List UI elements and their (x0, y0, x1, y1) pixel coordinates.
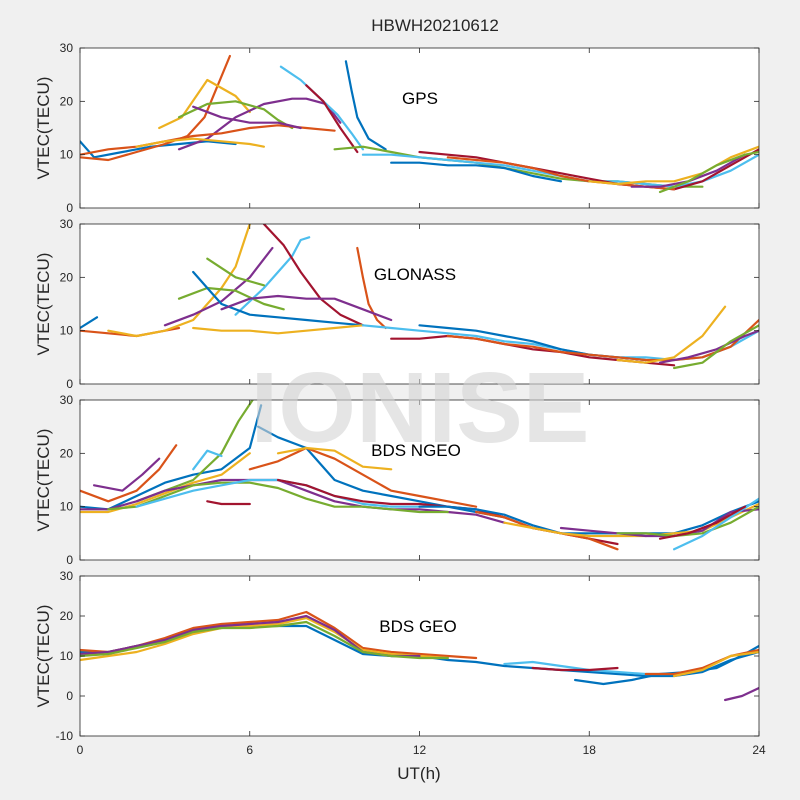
series-line (192, 449, 223, 471)
x-axis-label: UT(h) (397, 764, 440, 783)
panel-label: GLONASS (374, 265, 456, 284)
series-line (588, 145, 759, 186)
series-line (177, 286, 285, 311)
y-tick-label: 20 (60, 94, 74, 108)
series-line (262, 224, 364, 327)
y-tick-label: 20 (60, 446, 74, 460)
series-line (616, 505, 759, 538)
series-line (163, 246, 274, 327)
series-line (724, 686, 759, 702)
series-group (80, 224, 759, 370)
watermark: IONISE (251, 352, 590, 464)
series-line (192, 324, 364, 335)
series-line (234, 236, 311, 316)
y-tick-label: 0 (66, 689, 73, 703)
y-tick-label: -10 (56, 729, 74, 743)
series-line (93, 457, 161, 492)
panel-label: GPS (402, 89, 438, 108)
y-axis-label: VTEC(TECU) (34, 429, 53, 532)
series-line (305, 84, 359, 154)
series-group (80, 610, 759, 702)
series-line (559, 508, 759, 538)
series-line (658, 150, 759, 194)
y-tick-label: 0 (66, 553, 73, 567)
series-line (276, 446, 393, 471)
series-line (80, 616, 449, 662)
series-line (673, 497, 759, 551)
y-tick-label: 20 (60, 609, 74, 623)
panel-bds-ngeo: 0 10 20 30 VTEC(TECU) BDS NGEO (34, 393, 760, 567)
y-axis-label: VTEC(TECU) (34, 77, 53, 180)
x-tick-label: 24 (752, 743, 766, 757)
series-line (616, 305, 727, 364)
series-line (220, 294, 393, 322)
y-axis-label: VTEC(TECU) (34, 605, 53, 708)
series-line (344, 60, 387, 151)
series-line (248, 446, 478, 508)
series-line (80, 444, 178, 503)
y-tick-label: 10 (60, 324, 74, 338)
series-line (658, 505, 746, 540)
series-line (158, 78, 251, 130)
series-line (390, 161, 563, 183)
series-line (192, 270, 364, 327)
series-line (673, 324, 759, 370)
series-line (257, 425, 506, 519)
series-line (80, 316, 99, 330)
series-line (206, 500, 251, 506)
panel-gps: 0 10 20 30 VTEC(TECU) GPS (34, 41, 760, 215)
series-group (80, 400, 759, 551)
panel-glonass: 0 10 20 30 VTEC(TECU) GLONASS (34, 217, 760, 391)
series-line (135, 137, 265, 148)
y-tick-label: 30 (60, 217, 74, 231)
x-tick-label: 0 (77, 743, 84, 757)
y-axis-label: VTEC(TECU) (34, 253, 53, 356)
series-line (192, 105, 302, 130)
series-line (80, 620, 449, 660)
y-tick-label: 30 (60, 569, 74, 583)
series-line (418, 148, 759, 191)
panel-label: BDS GEO (379, 617, 456, 636)
y-tick-label: 10 (60, 500, 74, 514)
series-line (531, 666, 619, 672)
x-tick-label: 12 (413, 743, 427, 757)
y-tick-label: 0 (66, 377, 73, 391)
series-line (80, 140, 237, 159)
series-line (446, 318, 759, 362)
series-line (80, 54, 231, 162)
y-tick-label: 10 (60, 649, 74, 663)
y-tick-label: 30 (60, 41, 74, 55)
panel-label: BDS NGEO (371, 441, 461, 460)
series-line (206, 257, 265, 287)
x-tick-label: 18 (583, 743, 597, 757)
series-line (80, 478, 506, 524)
y-tick-label: 10 (60, 148, 74, 162)
series-line (80, 452, 251, 514)
series-line (279, 65, 364, 151)
series-line (673, 650, 759, 678)
series-line (107, 481, 449, 514)
figure-title: HBWH20210612 (371, 16, 499, 35)
series-line (503, 502, 759, 538)
y-tick-label: 20 (60, 270, 74, 284)
y-tick-label: 30 (60, 393, 74, 407)
series-line (177, 100, 294, 130)
series-group (80, 54, 759, 194)
series-line (418, 500, 759, 535)
series-line (356, 246, 387, 330)
x-tick-label: 6 (246, 743, 253, 757)
series-line (658, 329, 759, 364)
y-tick-label: 0 (66, 201, 73, 215)
